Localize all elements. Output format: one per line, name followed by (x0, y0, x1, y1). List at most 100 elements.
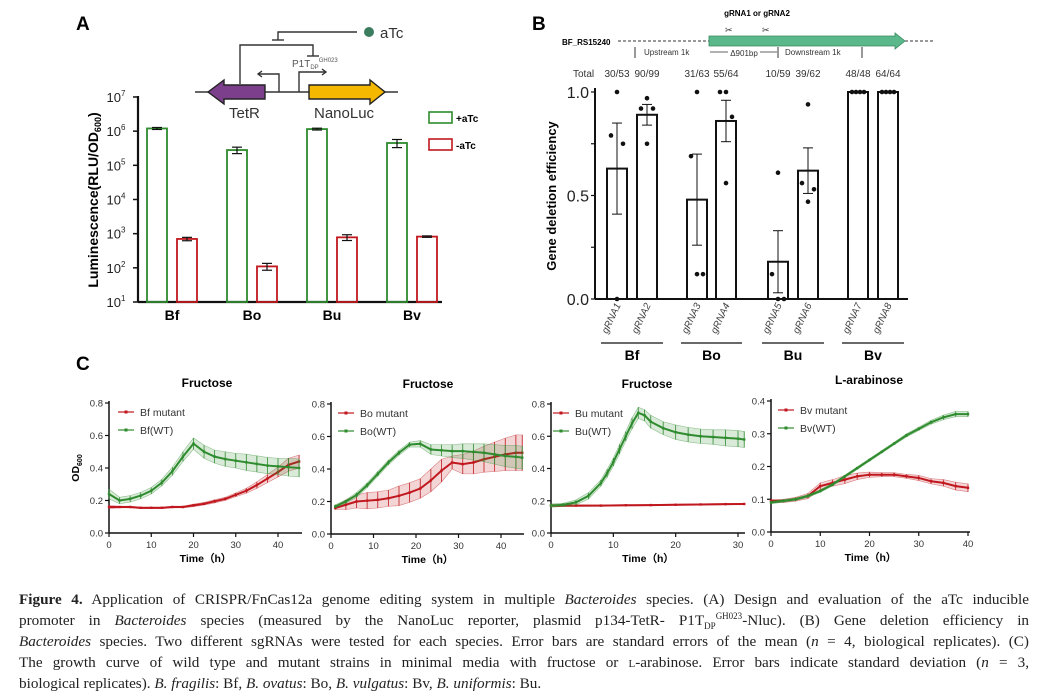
data-point (139, 494, 142, 497)
legend-label: Bo(WT) (360, 426, 396, 438)
y-tick-label: 0.5 (567, 189, 589, 206)
y-tick-label: 0.6 (312, 432, 325, 443)
bar-Bv-minus-atc (416, 235, 438, 303)
axis-label-b-y: Gene deletion efficiency (544, 120, 559, 270)
category-label: Bv (403, 307, 421, 323)
guides-label: gRNA1 or gRNA2 (724, 9, 790, 18)
data-point (297, 466, 301, 470)
data-point (549, 504, 553, 507)
y-tick-label: 0.0 (312, 530, 325, 541)
data-point (805, 102, 811, 107)
tick-exponent: 4 (121, 191, 126, 200)
data-point (521, 456, 524, 459)
data-point (711, 435, 715, 439)
x-tick-label: 0 (768, 539, 773, 550)
legend-marker (124, 428, 128, 432)
data-point (954, 484, 957, 488)
data-point (192, 442, 195, 445)
tick-exponent: 1 (121, 294, 126, 303)
data-point (482, 451, 486, 454)
nanoluc-gene-arrow (308, 78, 387, 106)
data-point (614, 296, 620, 302)
data-point (892, 442, 896, 445)
y-axis-label: OD600 (70, 454, 84, 482)
data-point (620, 141, 626, 147)
plot-title: L-arabinose (835, 373, 903, 387)
data-point (355, 500, 358, 503)
data-point (608, 133, 614, 138)
data-point (376, 498, 379, 502)
y-tick-label: 0.0 (752, 528, 765, 539)
data-point (929, 480, 933, 483)
x-tick-label: 10 (146, 540, 157, 551)
data-point (880, 450, 884, 453)
data-point (605, 472, 609, 475)
y-tick-label: 107 (107, 89, 126, 105)
tick-base: 10 (107, 158, 121, 173)
data-point (118, 505, 121, 509)
data-point (674, 503, 677, 506)
x-tick-label: gRNA2 (630, 301, 654, 335)
legend-marker (784, 426, 788, 430)
y-tick-label: 104 (107, 191, 126, 207)
data-point (843, 475, 847, 478)
bar-Bu-minus-atc (336, 236, 358, 303)
data-point (234, 493, 237, 497)
bar-Bv-plus-atc (386, 142, 408, 303)
data-point (192, 504, 195, 507)
data-point (879, 89, 885, 95)
x-tick-label: 0 (106, 540, 111, 551)
data-point (966, 412, 970, 416)
x-tick-label: gRNA5 (761, 301, 785, 335)
data-point (160, 506, 164, 510)
data-point (202, 502, 206, 505)
locus-diagram: ✂ ✂ (618, 25, 935, 58)
data-point (674, 431, 677, 434)
atc-label: aTc (380, 25, 404, 42)
data-point (618, 447, 621, 451)
data-point (892, 473, 896, 476)
data-point (819, 484, 822, 488)
x-tick-label: gRNA1 (600, 302, 624, 336)
data-point (514, 455, 518, 459)
data-point (408, 491, 411, 494)
legend-marker (559, 429, 563, 433)
legend-marker (344, 429, 348, 433)
data-point (160, 481, 164, 484)
caption-line: biological replicates). B. fragilis: Bf,… (19, 673, 1029, 694)
tick-exponent: 6 (121, 123, 126, 132)
panel-label-a: A (76, 14, 90, 35)
bar-gRNA8 (877, 91, 899, 300)
y-tick-label: 0.2 (312, 497, 325, 508)
chart-b: 0.0 0.5 1.0 30/53 gRNA1 90/99 gRNA2 31/63 gRNA3 5… (567, 69, 908, 363)
group-label: Bu (784, 347, 803, 363)
y-tick-label: 0.3 (752, 429, 765, 440)
x-tick-label: 40 (963, 539, 974, 550)
data-point (213, 500, 216, 503)
data-point (694, 89, 700, 95)
x-tick-label: 30 (913, 539, 924, 550)
data-point (630, 422, 634, 425)
data-point (397, 451, 401, 454)
y-label-main: Luminescence(RLU/OD (85, 132, 101, 288)
data-point (662, 426, 665, 430)
y-tick-label: 0.8 (90, 399, 103, 410)
deletion-label-bg (728, 48, 760, 57)
y-tick-label: 0.1 (752, 495, 765, 506)
data-point (387, 497, 390, 500)
y-tick-label: 0.2 (752, 462, 765, 473)
caption-italic: B. ovatus (245, 675, 303, 692)
caption-line: The growth curve of wild type and mutant… (19, 652, 1029, 673)
x-tick-label: 30 (230, 540, 241, 551)
data-point (493, 453, 496, 456)
tetr-label: TetR (229, 105, 260, 122)
y-tick-label: 1.0 (567, 85, 589, 102)
y-label-sub: 600 (93, 117, 103, 132)
nanoluc-label: NanoLuc (314, 105, 375, 122)
data-point (118, 499, 121, 502)
data-point (699, 435, 702, 438)
tick-base: 10 (107, 227, 121, 242)
caption-text: species (measured by the NanoLuc reporte… (186, 612, 705, 629)
plot-title: Fructose (622, 377, 673, 391)
